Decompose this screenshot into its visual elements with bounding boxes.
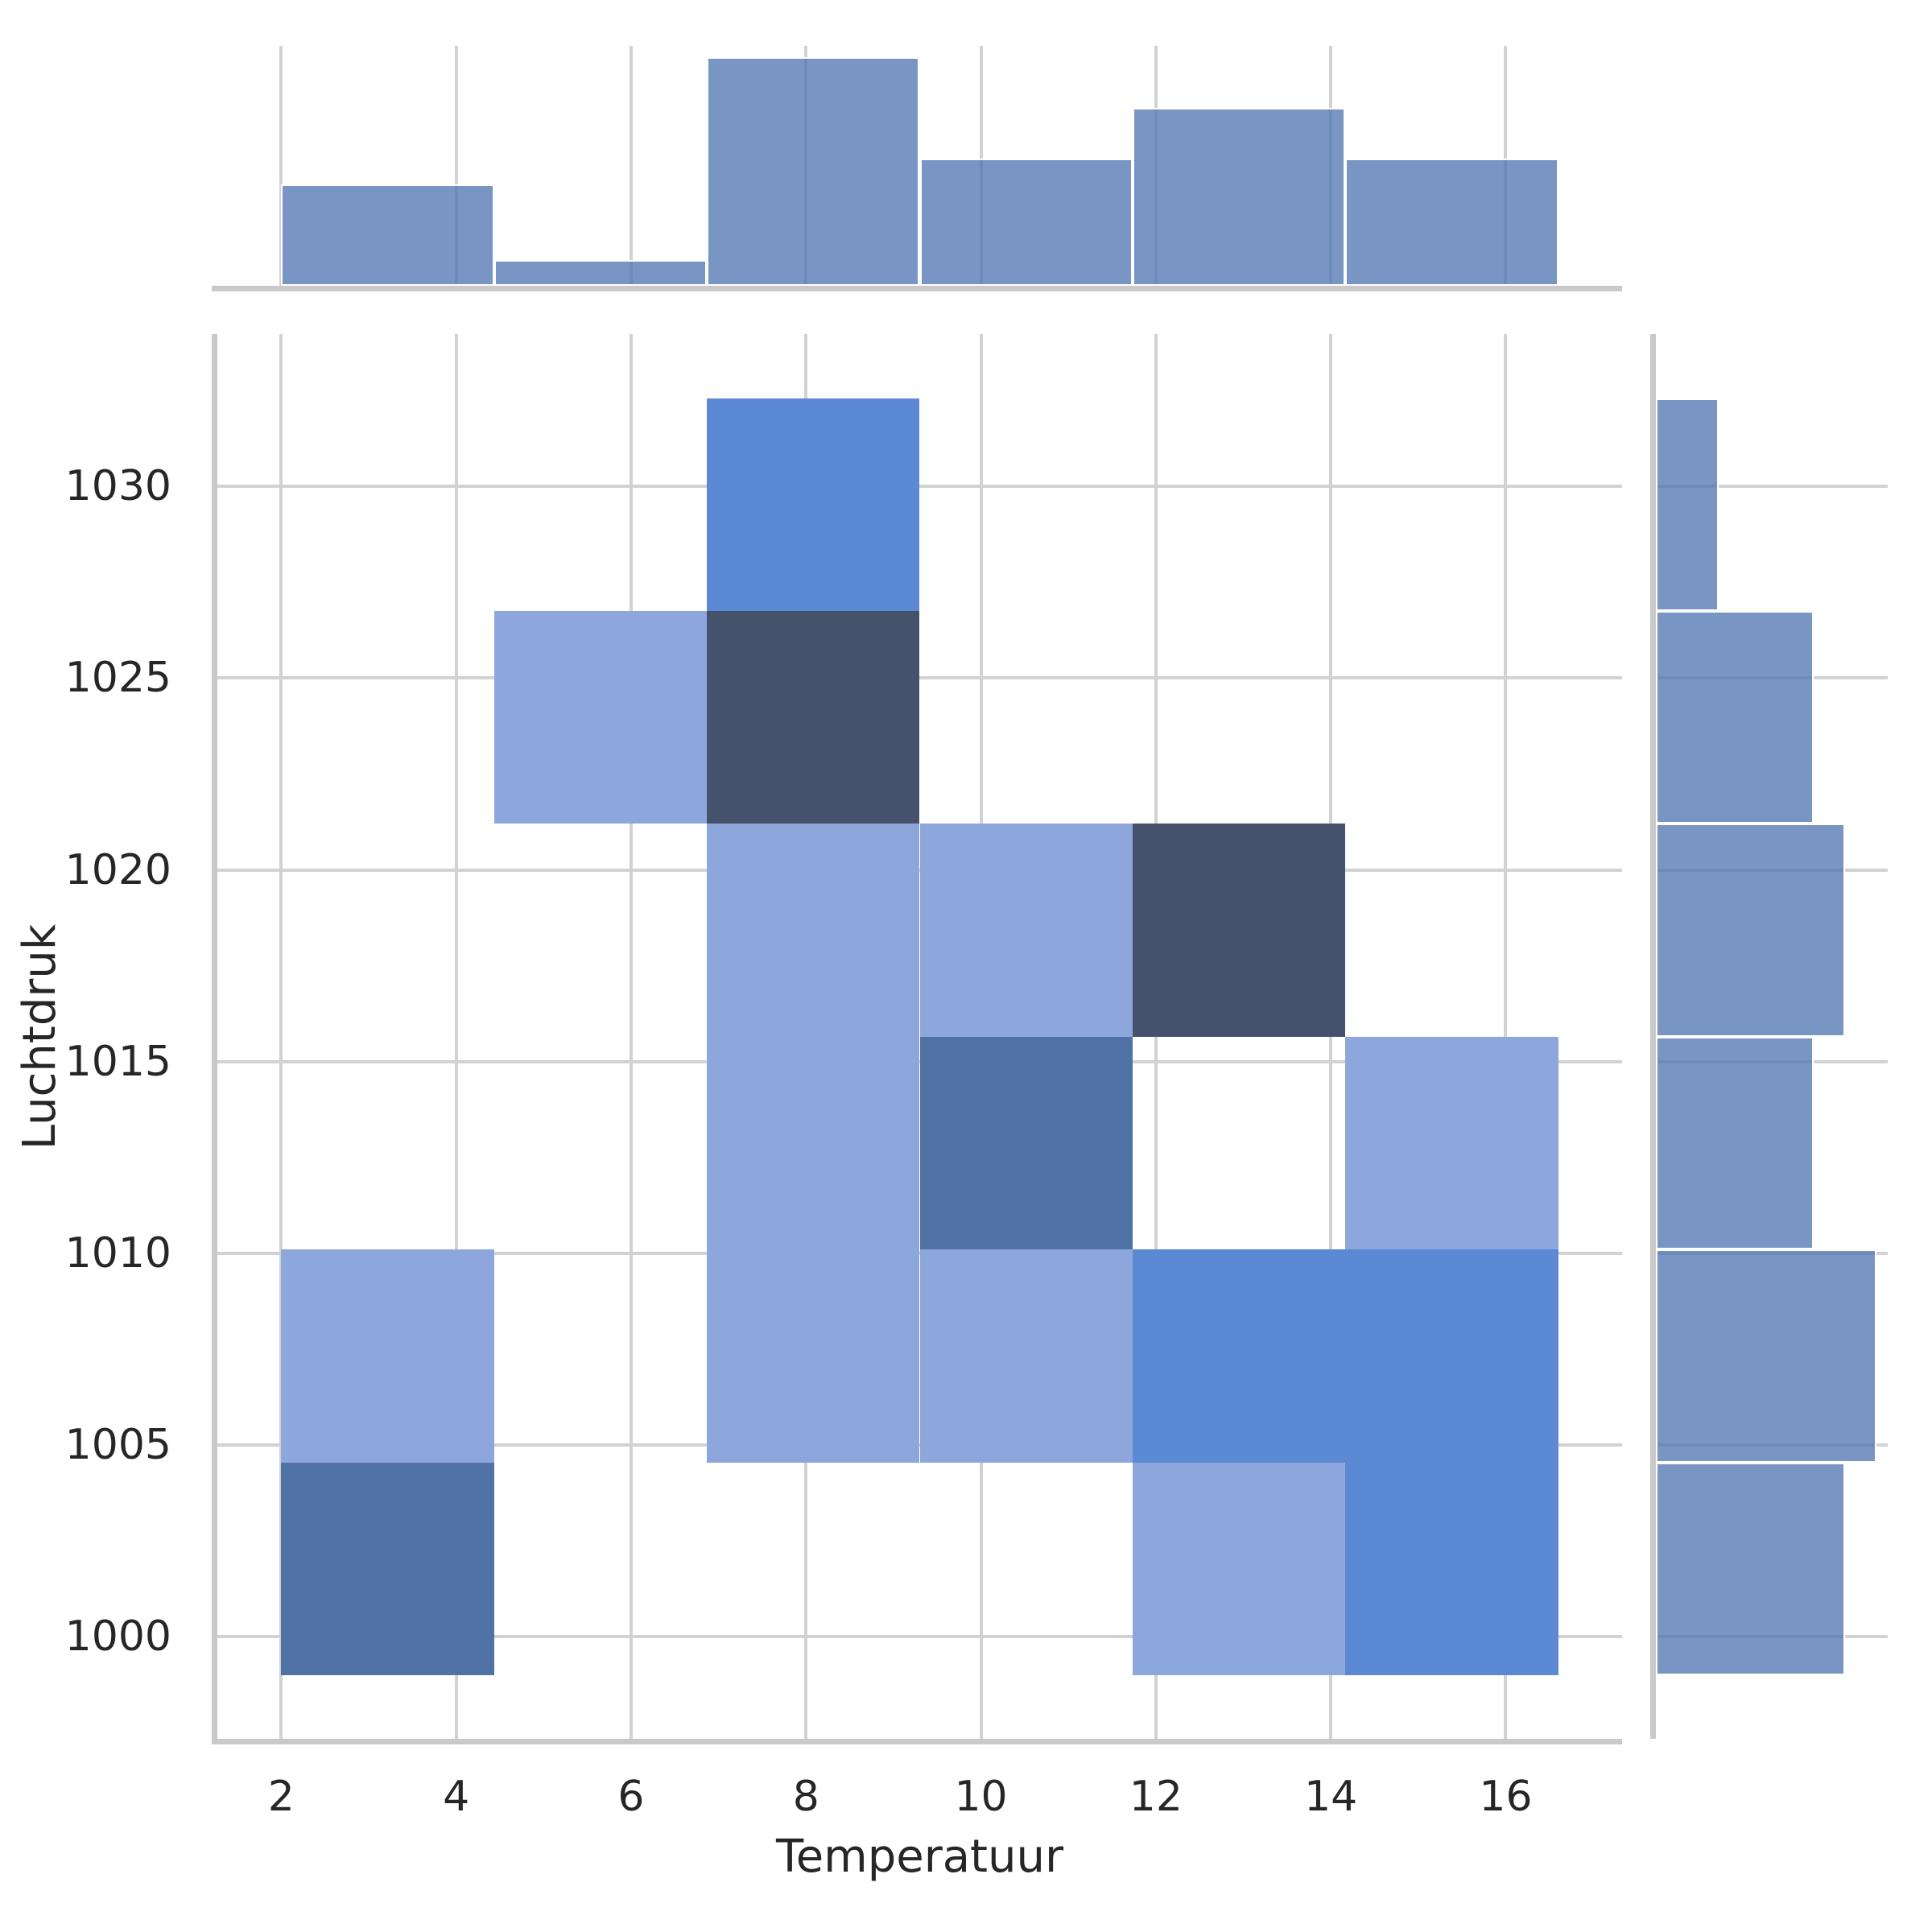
y-tick-label: 1005 [64,1421,171,1470]
heatmap-cell [919,824,1133,1037]
top-histogram-bar [1132,108,1346,286]
top-histogram-bar [281,184,494,286]
x-tick-label: 6 [617,1773,645,1821]
heatmap-cell [707,1036,920,1250]
heatmap-cell [707,610,920,824]
heatmap-cell [707,824,920,1037]
heatmap-cell [493,610,708,824]
right-marginal-spine [1650,334,1656,1739]
x-tick-label: 8 [792,1773,819,1821]
x-tick-label: 4 [443,1773,470,1821]
heatmap-cell [1132,1462,1346,1675]
gridline-x-6 [629,46,633,286]
y-tick-label: 1010 [64,1228,171,1278]
x-tick-label: 10 [954,1773,1008,1821]
right-histogram-bar [1656,398,1719,611]
heatmap-cell [1345,1036,1558,1250]
top-marginal-axes [217,46,1622,286]
y-tick-label: 1030 [64,462,171,511]
heatmap-cell [281,1462,494,1675]
y-axis-label: Luchtdruk [14,923,66,1150]
heatmap-cell [707,1249,920,1463]
y-tick-labels: 1000 1005 1010 1015 1020 1025 1030 [0,334,171,1739]
x-tick-label: 2 [267,1773,295,1821]
gridline-x-4 [454,334,458,1739]
y-tick-label: 1015 [64,1037,171,1086]
x-axis-label: Temperatuur [776,1831,1063,1883]
y-axis-label-box: Luchtdruk [8,334,72,1739]
x-tick-labels: 2 4 6 8 10 12 14 16 [217,1776,1622,1818]
gridline-x-4 [454,46,458,286]
y-tick-label: 1025 [64,654,171,703]
y-tick-label: 1000 [64,1612,171,1662]
heatmap-cell [281,1249,494,1463]
heatmap-cell [1345,1462,1558,1675]
right-histogram-bar [1656,610,1814,824]
main-bottom-spine [212,1739,1622,1744]
gridline-y-1030 [1656,485,1888,489]
gridline-x-2 [279,334,283,1739]
main-left-spine [212,334,217,1744]
heatmap-cell [707,398,920,611]
gridline-y-1000 [217,1635,1622,1639]
top-histogram-bar [919,159,1133,286]
heatmap-cell [1132,1249,1346,1463]
top-marginal-baseline [212,286,1622,291]
right-histogram-bar [1656,1462,1846,1675]
right-histogram-bar [1656,1249,1877,1463]
x-tick-label: 12 [1129,1773,1183,1821]
top-histogram-bar [707,57,920,286]
heatmap-cell [919,1036,1133,1250]
gridline-y-1030 [217,485,1622,489]
main-axes [217,334,1622,1739]
gridline-y-1025 [217,676,1622,680]
y-tick-label: 1020 [64,845,171,894]
top-histogram-bar [493,260,708,286]
heatmap-cell [919,1249,1133,1463]
right-histogram-bar [1656,1036,1814,1250]
heatmap-cell [1345,1249,1558,1463]
heatmap-cell [1132,824,1346,1037]
x-tick-label: 16 [1479,1773,1533,1821]
right-histogram-bar [1656,824,1846,1037]
right-marginal-axes [1656,334,1888,1739]
gridline-x-2 [279,46,283,286]
gridline-x-6 [629,334,633,1739]
x-tick-label: 14 [1304,1773,1358,1821]
gridline-x-16 [1504,334,1508,1739]
top-histogram-bar [1345,159,1558,286]
